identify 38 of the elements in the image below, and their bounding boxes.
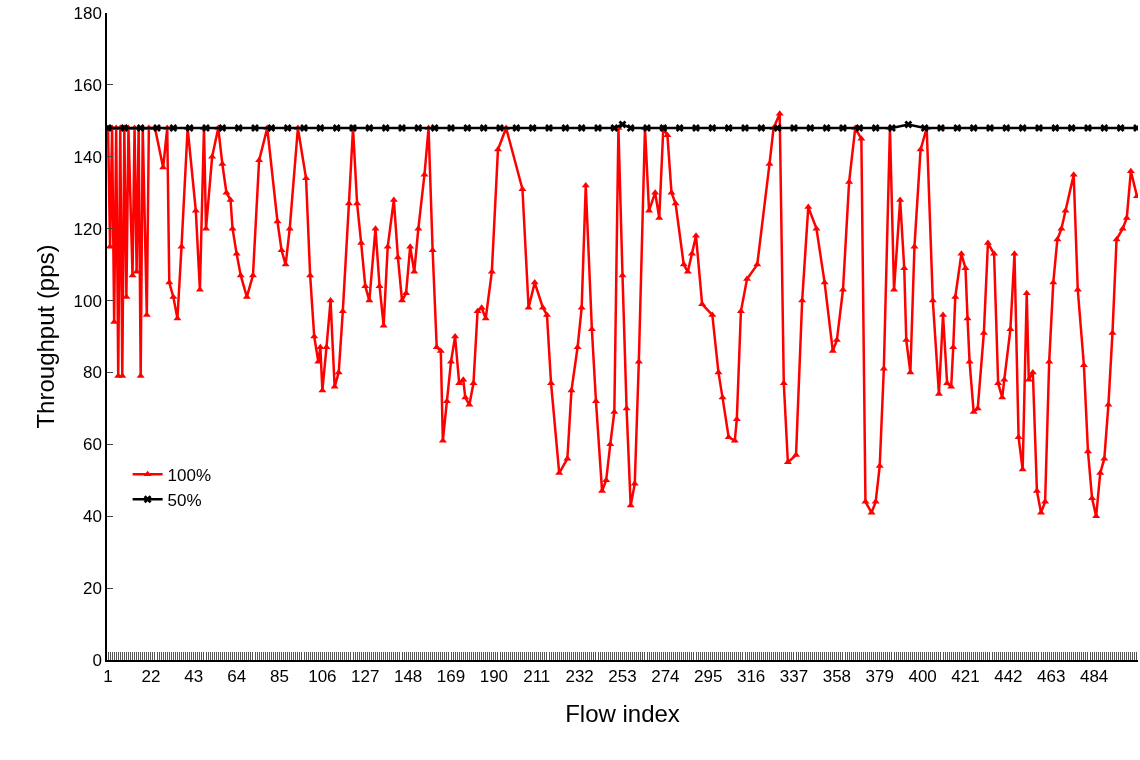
x-tick-label: 337: [779, 667, 809, 687]
x-tick-label: 1: [103, 667, 113, 687]
x-tick-label: 421: [951, 667, 980, 687]
x-tick-label: 274: [651, 667, 680, 687]
legend-label: 50%: [167, 490, 202, 510]
y-tick-label: 80: [82, 363, 102, 383]
y-axis-title: Throughput (pps): [32, 244, 60, 429]
y-tick-label: 120: [73, 219, 102, 239]
x-tick-label: 379: [865, 667, 894, 687]
y-tick-label: 100: [73, 291, 102, 311]
x-tick-label: 190: [479, 667, 509, 687]
x-tick-label: 85: [270, 667, 289, 687]
y-tick-label: 0: [92, 650, 102, 670]
y-tick-label: 60: [82, 435, 102, 455]
y-tick-label: 40: [82, 507, 102, 527]
x-tick-label: 463: [1037, 667, 1066, 687]
x-tick-label: 232: [565, 667, 594, 687]
x-tick-label: 316: [736, 667, 766, 687]
x-tick-label: 442: [994, 667, 1023, 687]
x-tick-label: 106: [308, 667, 337, 687]
y-tick-label: 140: [73, 147, 102, 167]
legend-label: 100%: [167, 465, 212, 485]
x-tick-label: 22: [141, 667, 161, 687]
x-tick-label: 148: [393, 667, 423, 687]
y-tick-label: 20: [82, 579, 102, 599]
x-tick-label: 43: [184, 667, 204, 687]
x-tick-label: 358: [822, 667, 852, 687]
y-tick-label: 160: [73, 75, 102, 95]
x-tick-label: 400: [908, 667, 937, 687]
x-tick-label: 295: [694, 667, 723, 687]
y-tick-label: 180: [73, 3, 102, 23]
x-tick-label: 169: [436, 667, 466, 687]
x-axis-title: Flow index: [565, 699, 680, 727]
x-tick-label: 127: [351, 667, 380, 687]
x-tick-label: 64: [227, 667, 247, 687]
x-tick-label: 484: [1079, 667, 1109, 687]
x-tick-label: 253: [608, 667, 637, 687]
x-tick-label: 211: [523, 667, 551, 687]
